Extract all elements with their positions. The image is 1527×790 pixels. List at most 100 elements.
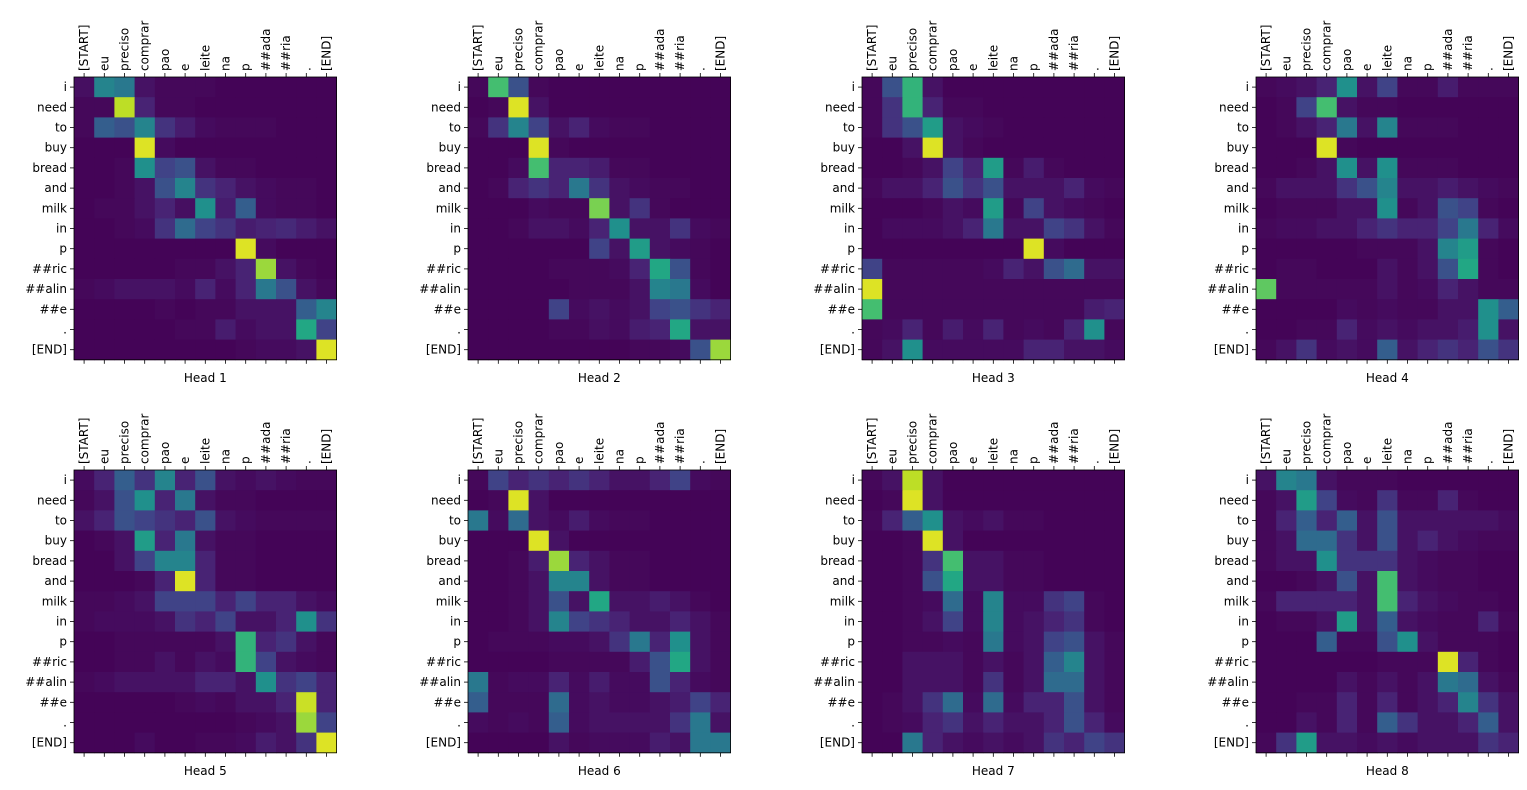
heatmap-cell: [508, 319, 529, 340]
heatmap-cell: [276, 178, 297, 199]
heatmap-cell: [1043, 77, 1065, 98]
heatmap-cell: [255, 631, 277, 653]
heatmap-cell: [1023, 77, 1045, 98]
heatmap-cell: [1458, 651, 1479, 673]
heatmap-cell: [1478, 258, 1499, 280]
heatmap-cell: [1357, 591, 1378, 612]
heatmap-cell: [508, 198, 529, 219]
heatmap-cell: [235, 672, 257, 693]
head-label: Head 8: [1366, 764, 1409, 778]
heatmap-cell: [1084, 490, 1105, 511]
heatmap-cell: [468, 651, 489, 673]
heatmap-cell: [629, 490, 651, 511]
heatmap-cell: [1064, 97, 1085, 118]
heatmap-cell: [1478, 591, 1499, 612]
heatmap-cell: [1003, 339, 1024, 361]
heatmap-cell: [1256, 77, 1277, 98]
heatmap-cell: [710, 591, 731, 612]
heatmap-cell: [1437, 157, 1459, 179]
heatmap-cell: [508, 571, 529, 592]
x-tick-label: comprar: [532, 413, 546, 464]
heatmap-cell: [1084, 571, 1105, 592]
heatmap-cell: [942, 258, 964, 280]
heatmap-cell: [983, 339, 1004, 361]
heatmap-cell: [154, 631, 176, 653]
heatmap-cell: [1276, 218, 1297, 239]
heatmap-cell: [589, 611, 610, 632]
heatmap-cell: [316, 591, 337, 612]
head-panel: [START] eu preciso comprar pao e leite na p ##ada…: [419, 413, 732, 778]
heatmap-cell: [902, 137, 923, 159]
heatmap-cell: [316, 198, 337, 219]
x-tick-label: .: [299, 67, 313, 71]
heatmap-cell: [1256, 510, 1277, 531]
heatmap-cell: [1478, 97, 1499, 118]
heatmap-cell: [922, 77, 944, 98]
heatmap-cell: [942, 692, 964, 713]
heatmap-cell: [154, 137, 176, 159]
head-panel: [START] eu preciso comprar pao e leite na p ##ada…: [813, 413, 1126, 778]
x-tick-label: comprar: [1320, 413, 1334, 464]
x-tick-label: ##ria: [673, 35, 687, 71]
heatmap-cell: [74, 117, 95, 138]
heatmap-cell: [276, 299, 297, 320]
heatmap-cell: [316, 117, 337, 138]
heatmap-cell: [154, 198, 176, 219]
heatmap-cell: [74, 157, 95, 179]
heatmap-cell: [114, 279, 135, 300]
y-tick-label: i: [1246, 473, 1249, 487]
heatmap-cell: [1417, 279, 1439, 300]
heatmap-cell: [690, 510, 711, 531]
x-tick-label: ##ada: [1441, 29, 1455, 71]
heatmap-cell: [1458, 530, 1479, 552]
heatmap-cell: [942, 218, 964, 239]
heatmap-cell: [1437, 712, 1459, 733]
heatmap-cell: [1478, 77, 1499, 98]
heatmap-cell: [508, 339, 529, 361]
heatmap-cell: [1478, 299, 1499, 320]
heatmap-cell: [1437, 238, 1459, 260]
heatmap-cell: [1023, 732, 1045, 754]
x-tick-label: ##ada: [259, 29, 273, 71]
head-panel: [START] eu preciso comprar pao e leite na p ##ada…: [25, 20, 338, 385]
heatmap-cell: [670, 530, 691, 552]
heatmap-cell: [1417, 550, 1439, 572]
heatmap-cell: [1276, 470, 1297, 491]
heatmap-cell: [296, 490, 317, 511]
heatmap-cell: [175, 732, 196, 754]
heatmap-cell: [114, 218, 135, 239]
y-tick-label: ##alin: [1207, 675, 1249, 689]
heatmap-cell: [316, 97, 337, 118]
heatmap-cell: [963, 137, 984, 159]
head-label: Head 4: [1366, 371, 1409, 385]
heatmap-cell: [528, 732, 550, 754]
heatmap-cell: [1064, 732, 1085, 754]
heatmap-cell: [1357, 299, 1378, 320]
heatmap-cell: [1498, 137, 1519, 159]
heatmap-cell: [1498, 339, 1519, 361]
head-label: Head 2: [578, 371, 621, 385]
heatmap-cell: [1064, 672, 1085, 693]
heatmap-cell: [1256, 631, 1277, 653]
heatmap-cell: [508, 258, 529, 280]
heatmap-cell: [255, 137, 277, 159]
y-tick-label: to: [1237, 121, 1249, 135]
x-tick-label: preciso: [118, 421, 132, 464]
heatmap-cell: [649, 692, 671, 713]
heatmap-cell: [276, 198, 297, 219]
y-tick-label: .: [457, 323, 461, 337]
heatmap-cell: [569, 238, 590, 260]
heatmap-cell: [1498, 510, 1519, 531]
heatmap-cell: [1104, 97, 1125, 118]
heatmap-cell: [1064, 571, 1085, 592]
heatmap-cell: [1064, 238, 1085, 260]
x-tick-label: eu: [491, 56, 505, 71]
heatmap-cell: [195, 319, 216, 340]
y-tick-label: bread: [820, 554, 855, 568]
heatmap-cell: [74, 299, 95, 320]
heatmap-cell: [983, 611, 1004, 632]
heatmap-cell: [963, 117, 984, 138]
heatmap-cell: [1377, 77, 1398, 98]
heatmap-cell: [154, 178, 176, 199]
y-tick-label: [END]: [426, 736, 461, 750]
